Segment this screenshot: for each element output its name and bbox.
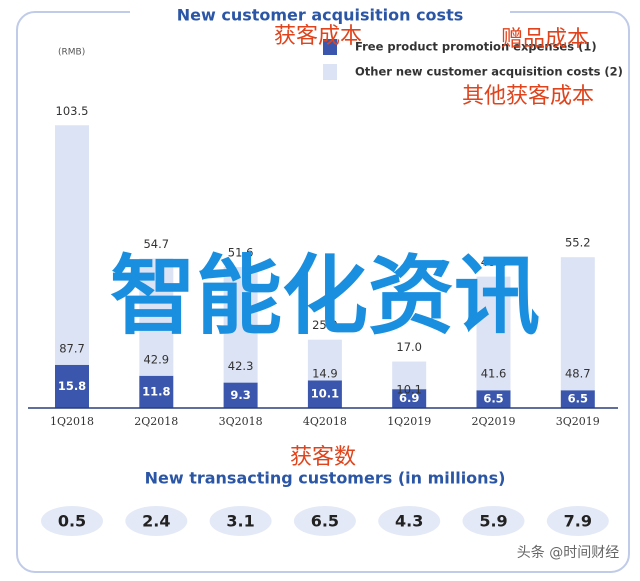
customer-value: 3.1 — [226, 512, 254, 531]
bar-segment — [223, 267, 258, 383]
value-label: 42.3 — [228, 359, 254, 373]
bar-segment — [139, 258, 174, 376]
customer-value: 2.4 — [142, 512, 170, 531]
value-label: 6.9 — [399, 391, 419, 405]
legend-label: Free product promotion expenses (1) — [355, 40, 597, 54]
customer-value: 0.5 — [58, 512, 86, 531]
total-label: 103.5 — [56, 104, 89, 118]
annotation: 智能化资讯 — [110, 246, 540, 346]
bar-segment — [55, 125, 89, 365]
annotation: 获客成本 — [274, 24, 362, 49]
bar-segment — [223, 382, 258, 408]
value-label: 15.8 — [58, 379, 86, 393]
annotation: 赠品成本 — [501, 27, 589, 52]
legend-swatch — [323, 39, 337, 55]
total-label: 48.1 — [481, 255, 507, 269]
annotation: 获客数 — [290, 445, 356, 470]
bar-segment — [392, 389, 427, 408]
bar-segment — [476, 390, 511, 408]
x-tick-label: 3Q2018 — [219, 415, 263, 428]
total-label: 54.7 — [143, 237, 169, 251]
x-tick-label: 2Q2018 — [134, 415, 178, 428]
value-label: 41.6 — [481, 367, 507, 381]
value-label: 10.1 — [396, 382, 422, 396]
legend-label: Other new customer acquisition costs (2) — [355, 65, 623, 79]
subtitle: New transacting customers (in millions) — [145, 469, 506, 488]
customer-value: 6.5 — [311, 512, 339, 531]
value-label: 6.5 — [568, 392, 588, 406]
x-tick-label: 2Q2019 — [471, 415, 515, 428]
total-label: 25.0 — [312, 318, 338, 332]
x-tick-label: 4Q2018 — [303, 415, 347, 428]
bar-segment — [392, 361, 427, 390]
customer-pill — [209, 506, 272, 536]
customer-pill — [125, 506, 188, 536]
customer-value: 5.9 — [479, 512, 507, 531]
x-tick-label: 1Q2018 — [50, 415, 94, 428]
customer-pill — [462, 506, 525, 536]
customer-pill — [546, 506, 609, 536]
bar-segment — [560, 390, 595, 408]
value-label: 14.9 — [312, 367, 338, 381]
title-backdrop — [130, 4, 510, 28]
annotation: 头条 @时间财经 — [517, 544, 619, 561]
chart-title: New customer acquisition costs — [177, 6, 464, 25]
customer-value: 4.3 — [395, 512, 423, 531]
total-label: 51.6 — [228, 246, 254, 260]
value-label: 6.5 — [483, 392, 503, 406]
customer-value: 7.9 — [564, 512, 592, 531]
bar-segment — [476, 276, 511, 391]
total-label: 17.0 — [396, 340, 422, 354]
legend-swatch — [323, 64, 337, 80]
value-label: 9.3 — [230, 388, 250, 402]
value-label: 10.1 — [311, 387, 339, 401]
total-label: 55.2 — [565, 236, 591, 250]
customer-pill — [293, 506, 356, 536]
annotation: 其他获客成本 — [462, 84, 594, 109]
customer-pill — [378, 506, 441, 536]
value-label: 42.9 — [143, 352, 169, 366]
value-label: 48.7 — [565, 367, 591, 381]
x-tick-label: 1Q2019 — [387, 415, 431, 428]
value-label: 87.7 — [59, 341, 85, 355]
bar-segment — [560, 257, 595, 391]
customer-pill — [41, 506, 103, 536]
bar-segment — [139, 375, 174, 408]
bar-segment — [55, 364, 89, 408]
value-label: 11.8 — [142, 384, 170, 398]
x-tick-label: 3Q2019 — [556, 415, 600, 428]
bar-segment — [307, 339, 342, 381]
unit-label: (RMB) — [58, 48, 85, 58]
bar-segment — [307, 380, 342, 408]
